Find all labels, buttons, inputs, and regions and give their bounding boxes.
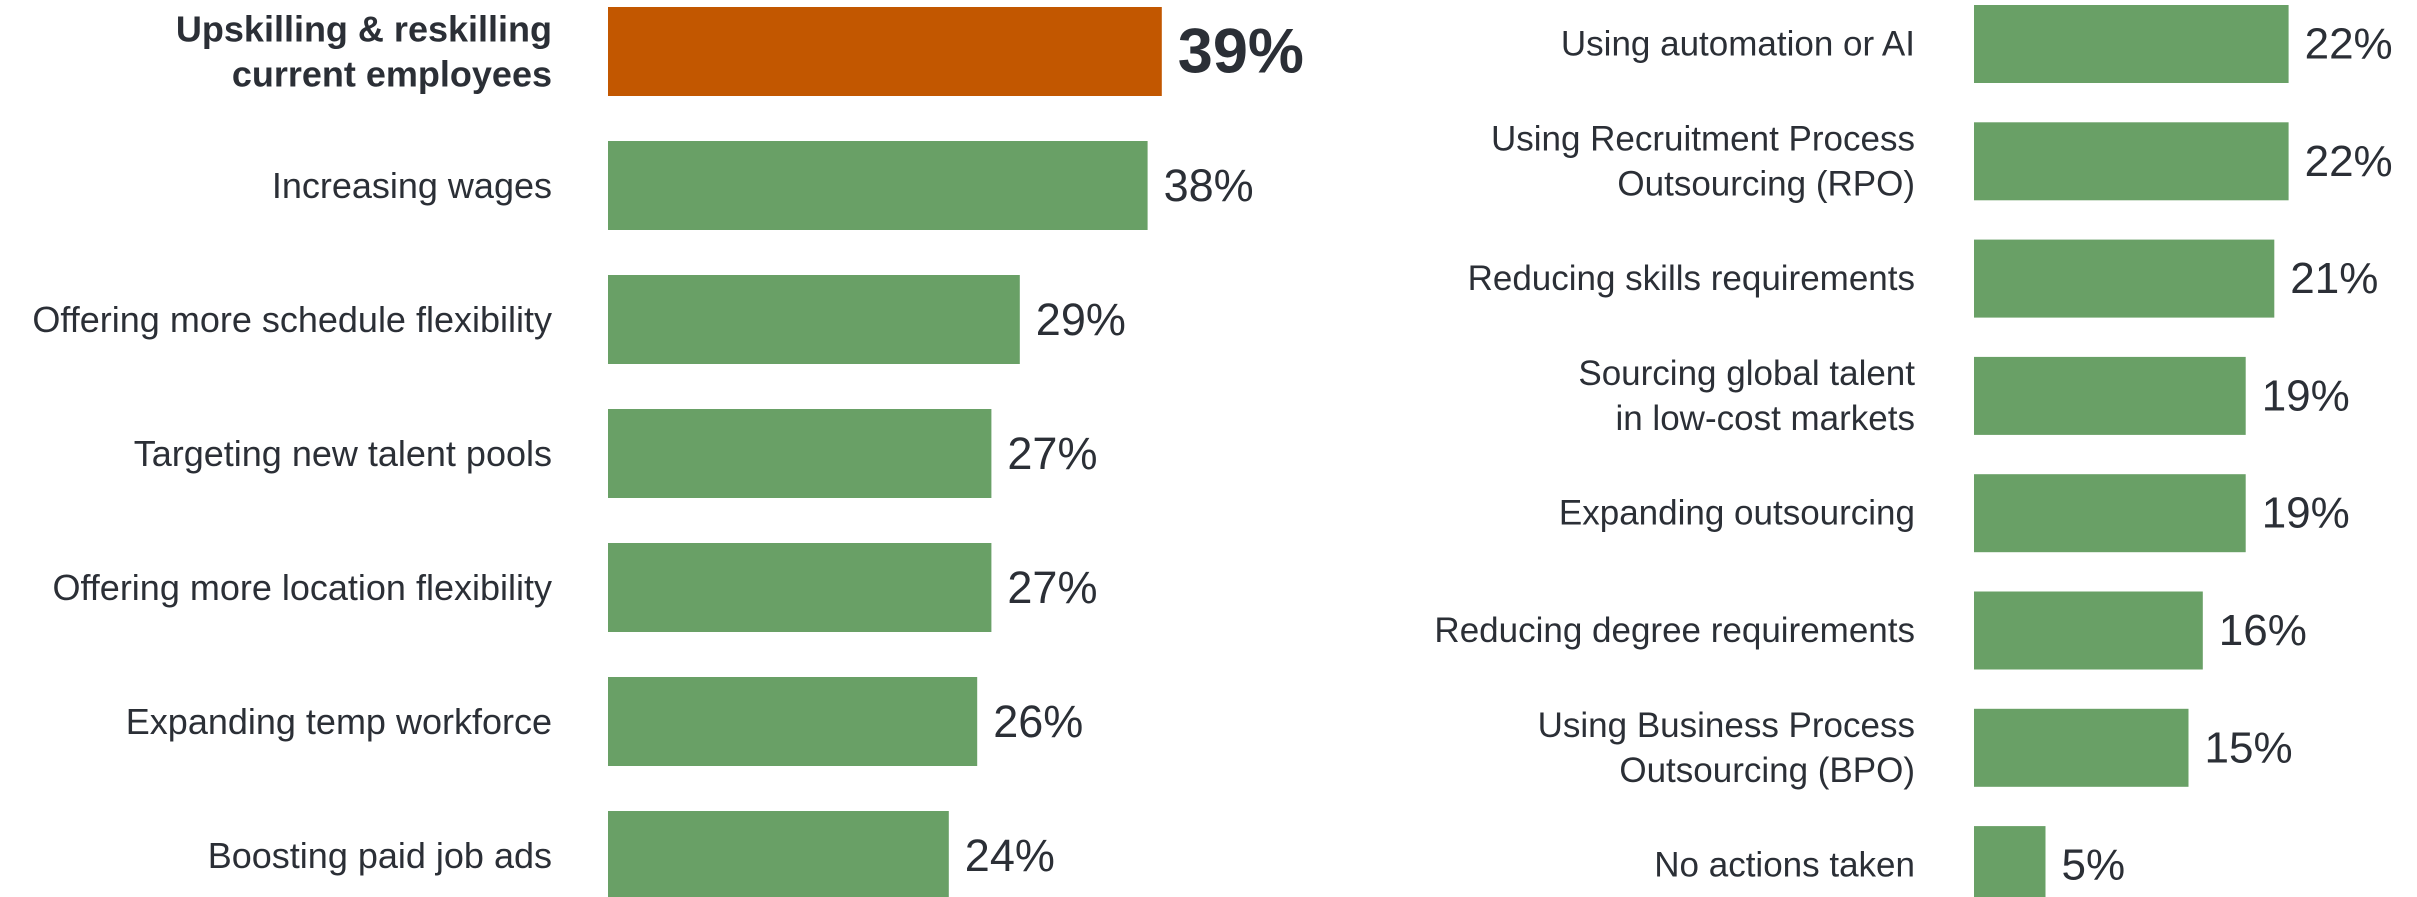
value-label: 26% xyxy=(993,696,1083,747)
category-label: Upskilling & reskilling xyxy=(176,9,552,50)
value-label: 16% xyxy=(2219,606,2307,655)
bar xyxy=(608,275,1020,364)
bar xyxy=(1974,5,2289,83)
category-label: Using Recruitment Process xyxy=(1491,119,1915,158)
value-label: 39% xyxy=(1178,17,1304,87)
bar xyxy=(1974,591,2203,670)
value-label: 19% xyxy=(2262,489,2350,538)
category-label: Expanding temp workforce xyxy=(126,701,552,742)
bar xyxy=(1974,356,2246,435)
bar xyxy=(1974,826,2046,897)
value-label: 27% xyxy=(1007,562,1097,613)
value-label: 24% xyxy=(965,830,1055,881)
category-label: No actions taken xyxy=(1654,846,1915,885)
bar xyxy=(608,677,978,766)
bar xyxy=(608,811,949,897)
category-label: Reducing degree requirements xyxy=(1434,611,1915,650)
category-label: Offering more schedule flexibility xyxy=(32,299,552,340)
category-label: Offering more location flexibility xyxy=(52,567,552,608)
value-label: 22% xyxy=(2305,137,2393,186)
bar xyxy=(1974,474,2246,553)
bar xyxy=(1974,239,2275,318)
bar xyxy=(608,543,992,632)
value-label: 21% xyxy=(2290,254,2378,303)
right-bar-panel: 22% Using automation or AI 22% Using Recrui… xyxy=(1434,5,2393,897)
category-label: Using Business Process xyxy=(1538,706,1915,745)
category-label: Boosting paid job ads xyxy=(208,835,552,876)
bar xyxy=(608,7,1162,96)
category-label: Using automation or AI xyxy=(1561,25,1915,64)
category-label: Targeting new talent pools xyxy=(134,433,552,474)
value-label: 22% xyxy=(2305,20,2393,69)
value-label: 38% xyxy=(1164,160,1254,211)
category-label: Expanding outsourcing xyxy=(1559,494,1915,533)
value-label: 19% xyxy=(2262,371,2350,420)
category-label: Increasing wages xyxy=(272,165,552,206)
value-label: 29% xyxy=(1036,294,1126,345)
category-label: current employees xyxy=(232,54,552,95)
bar xyxy=(1974,708,2189,787)
category-label: in low-cost markets xyxy=(1615,399,1915,438)
bar xyxy=(608,141,1148,230)
value-label: 5% xyxy=(2062,841,2126,890)
category-label: Reducing skills requirements xyxy=(1468,259,1915,298)
category-label: Outsourcing (BPO) xyxy=(1619,751,1915,790)
bar xyxy=(1974,122,2289,201)
bar xyxy=(608,409,992,498)
category-label: Outsourcing (RPO) xyxy=(1617,164,1915,203)
value-label: 27% xyxy=(1007,428,1097,479)
category-label: Sourcing global talent xyxy=(1578,354,1915,393)
value-label: 15% xyxy=(2205,723,2293,772)
